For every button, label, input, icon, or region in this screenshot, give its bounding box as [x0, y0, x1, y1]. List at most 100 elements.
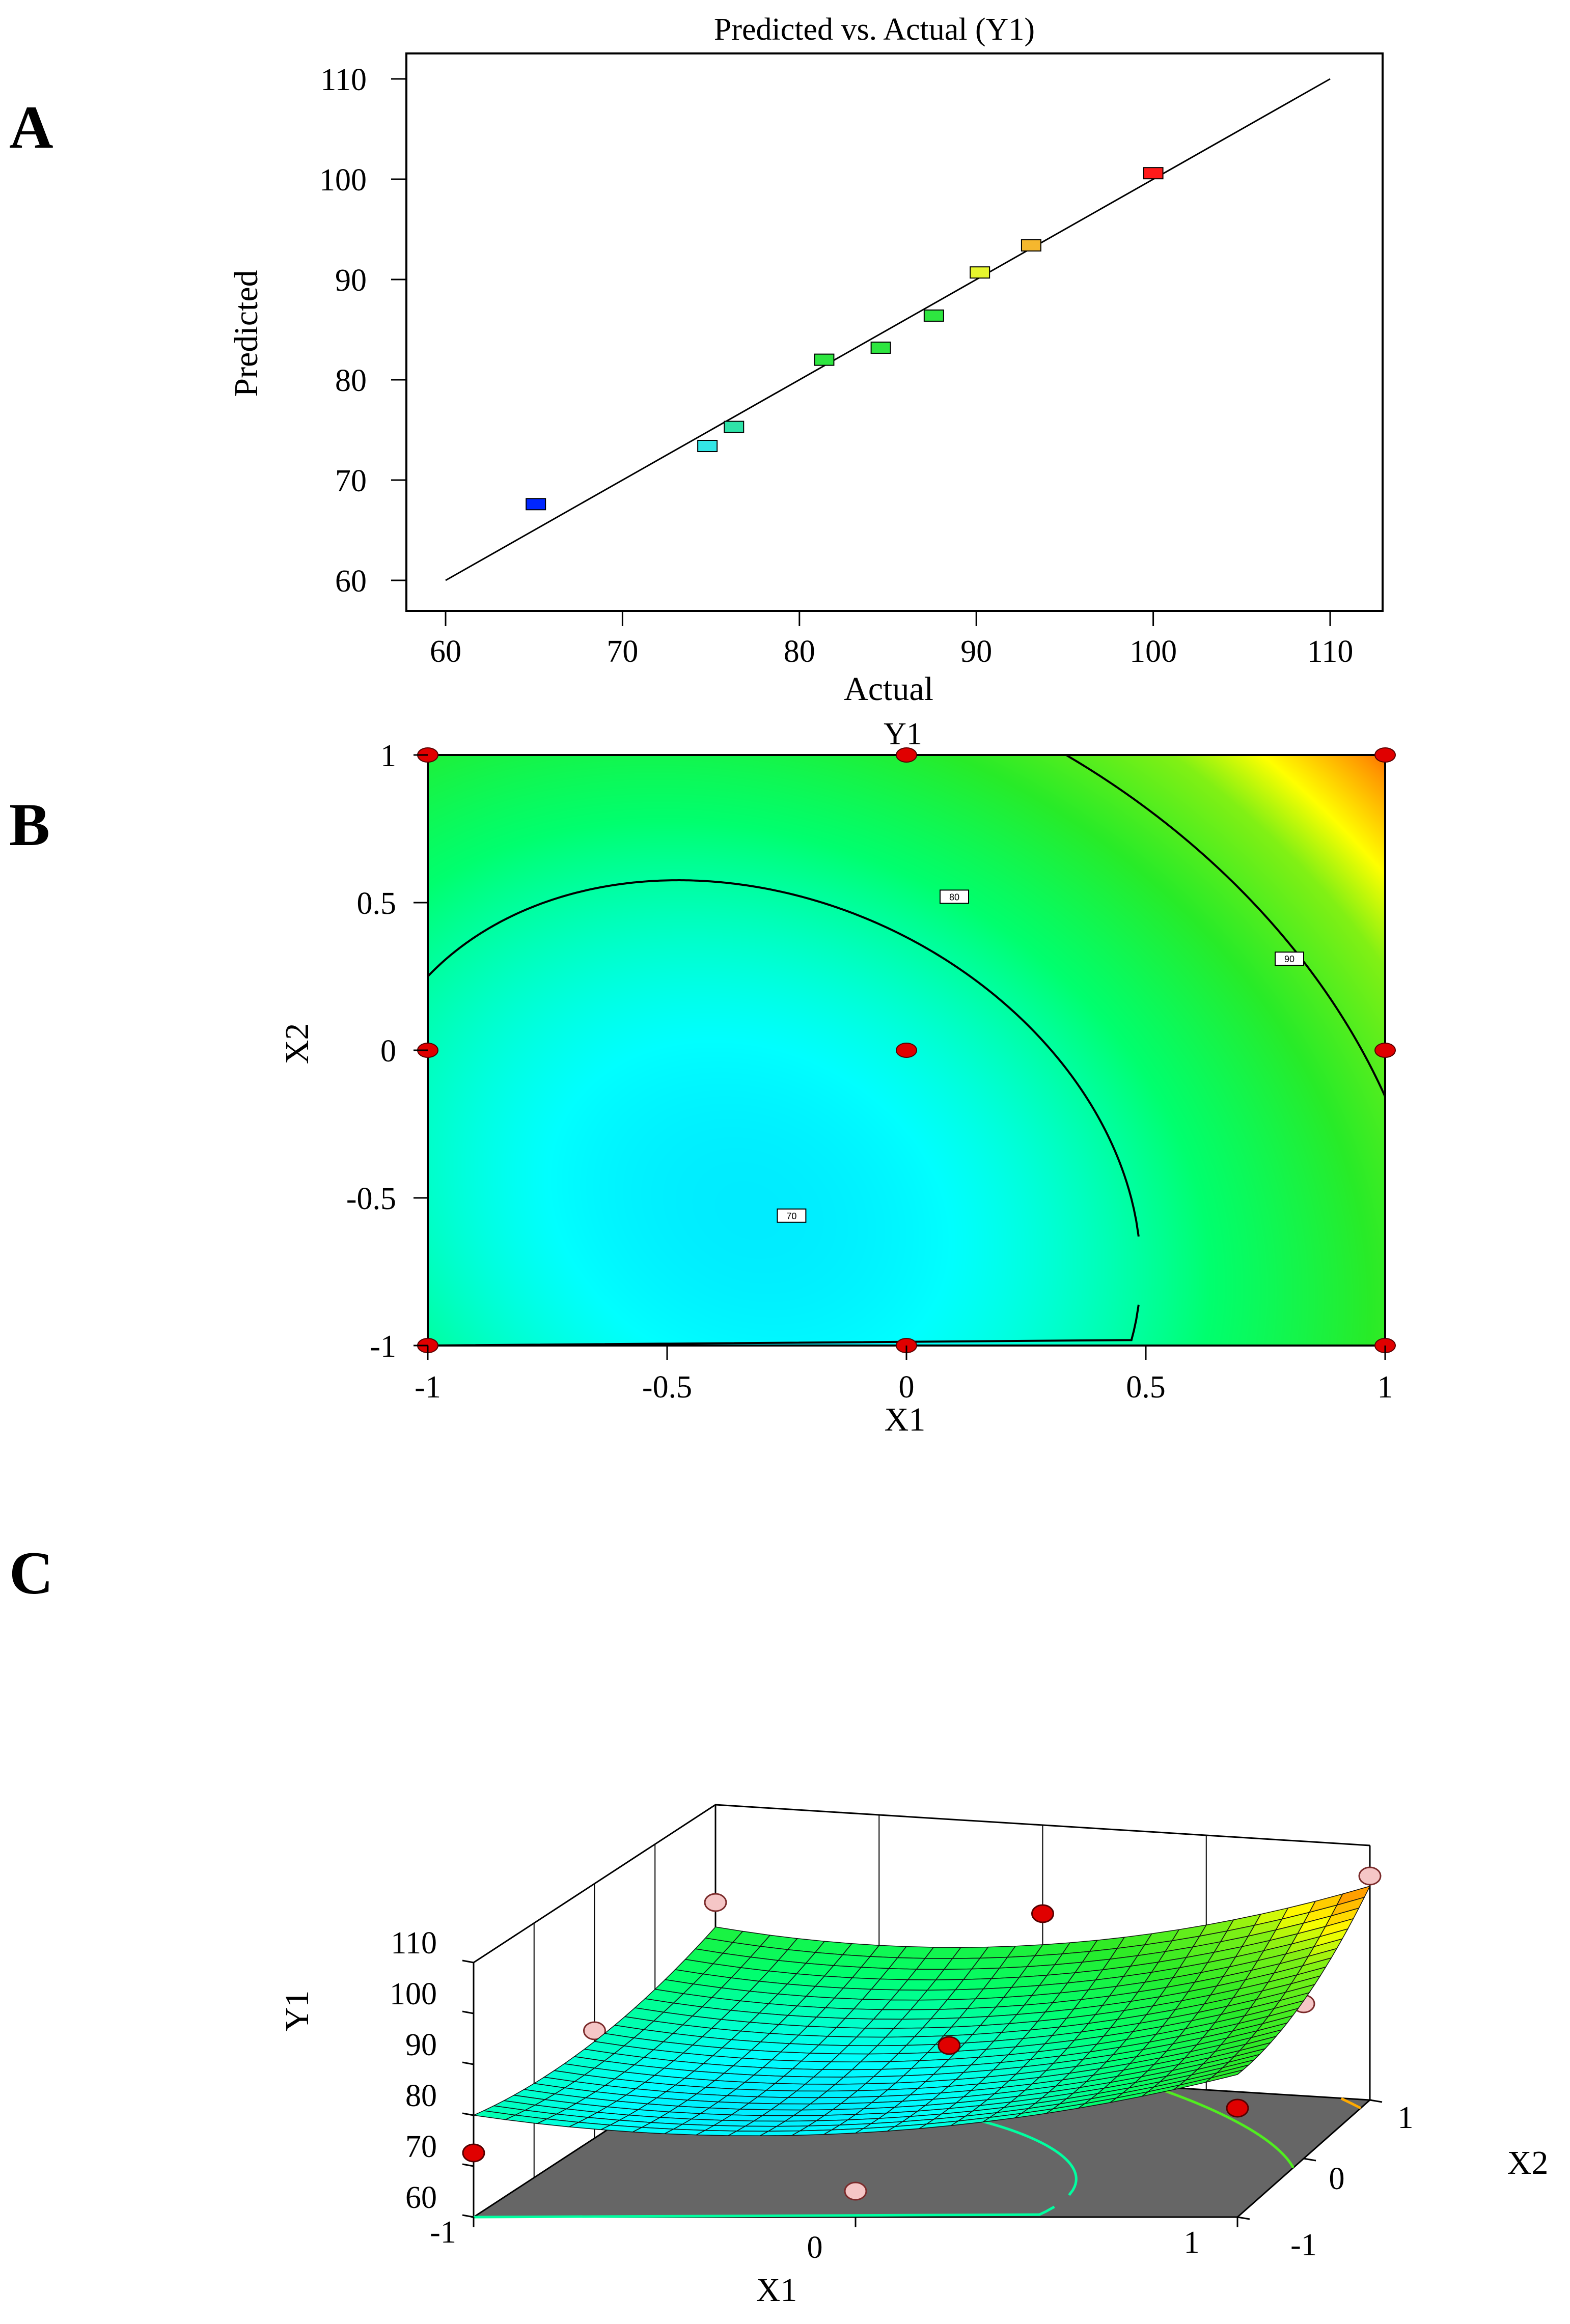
panel-label-b: B: [9, 791, 50, 858]
floor-contour: [1340, 2097, 1362, 2110]
x-tick-label: 80: [784, 634, 815, 669]
x-tick-label: 0: [807, 2230, 823, 2265]
panel-b-contours: [427, 754, 1386, 1347]
panel-b-title: Y1: [884, 717, 922, 751]
x-tick-label: 70: [607, 634, 638, 669]
z-tick-label: 90: [405, 2028, 437, 2062]
contour-line: [1066, 754, 1386, 1097]
panel-b-contour-labels: 70 80 90: [777, 889, 1304, 1223]
panel-a-points: [526, 167, 1164, 511]
design-point: [896, 747, 917, 763]
y-tick-label: 90: [335, 263, 367, 298]
z-tick: [462, 1959, 474, 1964]
panel-label-c: C: [9, 1539, 53, 1607]
panel-a-frame: [405, 52, 1384, 612]
data-point: [724, 421, 745, 433]
point-below-surface: [1358, 1866, 1382, 1886]
y-tick-label: 0: [380, 1034, 396, 1069]
y-tick-label: -1: [1290, 2228, 1317, 2262]
panel-a-y-axis: 60 70 80 90 100 110: [319, 63, 406, 599]
z-tick-label: 60: [405, 2180, 437, 2215]
y-tick-label: 110: [320, 63, 367, 97]
x-tick-label: -1: [430, 2215, 456, 2250]
point-below-surface: [844, 2181, 867, 2201]
x-tick-label: 0: [899, 1370, 915, 1405]
z-tick: [462, 2061, 474, 2065]
data-point: [923, 309, 944, 322]
contour-label: 80: [949, 892, 959, 902]
contour-label-box: [1275, 951, 1304, 966]
panel-a-chart: Predicted vs. Actual (Y1) 60 70 80 90 100 110…: [228, 12, 1384, 708]
z-tick-label: 80: [405, 2079, 437, 2113]
point-above-surface: [938, 2036, 961, 2055]
panel-c-z-label: Y1: [279, 1991, 316, 2032]
design-point: [896, 1043, 917, 1058]
x-tick-label: 90: [960, 634, 992, 669]
z-tick-label: 110: [391, 1926, 437, 1961]
contour-line: [427, 1304, 1140, 1347]
y-tick: [1303, 2158, 1316, 2162]
panel-a-x-axis: 60 70 80 90 100 110: [430, 611, 1353, 669]
x-tick-label: 110: [1307, 634, 1354, 669]
panel-c-surface: [472, 1885, 1371, 2137]
y-tick-label: -1: [370, 1329, 396, 1364]
design-point: [1374, 1043, 1396, 1058]
z-tick: [462, 2163, 474, 2167]
panel-a-x-label: Actual: [844, 670, 933, 708]
panel-b-x-label: X1: [885, 1401, 926, 1438]
y-tick-label: 0.5: [357, 886, 397, 921]
x-tick-label: 100: [1130, 634, 1177, 669]
design-point: [1374, 747, 1396, 763]
y-tick: [1369, 2099, 1383, 2103]
panel-c-y-label: X2: [1507, 2144, 1549, 2181]
panel-c-x-label: X1: [756, 2272, 797, 2309]
data-point: [870, 341, 891, 354]
surface-facet: [1205, 2069, 1244, 2083]
x-tick-label: -1: [415, 1370, 441, 1405]
panel-b-design-points: [417, 747, 1396, 1353]
data-point: [526, 498, 546, 511]
panel-b-y-axis: -1 -0.5 0 0.5 1: [346, 739, 428, 1364]
data-point: [814, 353, 835, 366]
contour-label: 70: [786, 1211, 796, 1221]
panel-a-y-label: Predicted: [228, 270, 265, 397]
point-above-surface: [1226, 2098, 1249, 2118]
contour-line: [427, 879, 1140, 1237]
panel-c-y-axis: -1 0 1: [1237, 2099, 1414, 2262]
y-tick-label: 0: [1329, 2162, 1345, 2196]
data-point: [697, 440, 718, 453]
y-tick-label: -0.5: [346, 1182, 396, 1216]
panel-label-a: A: [9, 93, 53, 161]
data-point: [1021, 239, 1041, 252]
panel-b-chart: Y1 70 80 90 -1 -0.5 0 0.5 1 -1 -0.5 0 0.5 1 X1 X2: [279, 717, 1396, 1438]
panel-c-points-above: [462, 1904, 1249, 2163]
z-tick: [462, 2112, 474, 2116]
x-tick-label: 1: [1184, 2225, 1200, 2260]
x-tick-label: 1: [1378, 1370, 1393, 1405]
point-below-surface: [583, 2021, 606, 2040]
panel-a-title: Predicted vs. Actual (Y1): [714, 12, 1035, 47]
x-tick-label: -0.5: [642, 1370, 692, 1405]
point-above-surface: [462, 2143, 485, 2163]
panel-b-x-axis: -1 -0.5 0 0.5 1: [415, 1346, 1393, 1405]
y-tick-label: 1: [1398, 2101, 1414, 2135]
x-tick-label: 0.5: [1126, 1370, 1166, 1405]
data-point: [1143, 167, 1164, 180]
contour-label: 90: [1284, 954, 1294, 964]
panel-c-z-axis: 60 70 80 90 100 110: [390, 1926, 474, 2218]
contour-label-box: [940, 889, 969, 904]
x-tick-label: 60: [430, 634, 461, 669]
y-tick-label: 80: [335, 363, 367, 398]
z-tick: [462, 2214, 474, 2218]
y-tick-label: 60: [335, 564, 367, 599]
floor-contour: [473, 2205, 1055, 2219]
y-tick-label: 100: [319, 163, 367, 198]
contour-label-box: [777, 1208, 807, 1223]
panel-b-y-label: X2: [279, 1023, 316, 1065]
y-tick-label: 1: [380, 739, 396, 773]
z-tick: [462, 2010, 474, 2014]
z-tick-label: 70: [405, 2130, 437, 2164]
data-point: [970, 266, 990, 279]
z-tick-label: 100: [390, 1977, 437, 2011]
